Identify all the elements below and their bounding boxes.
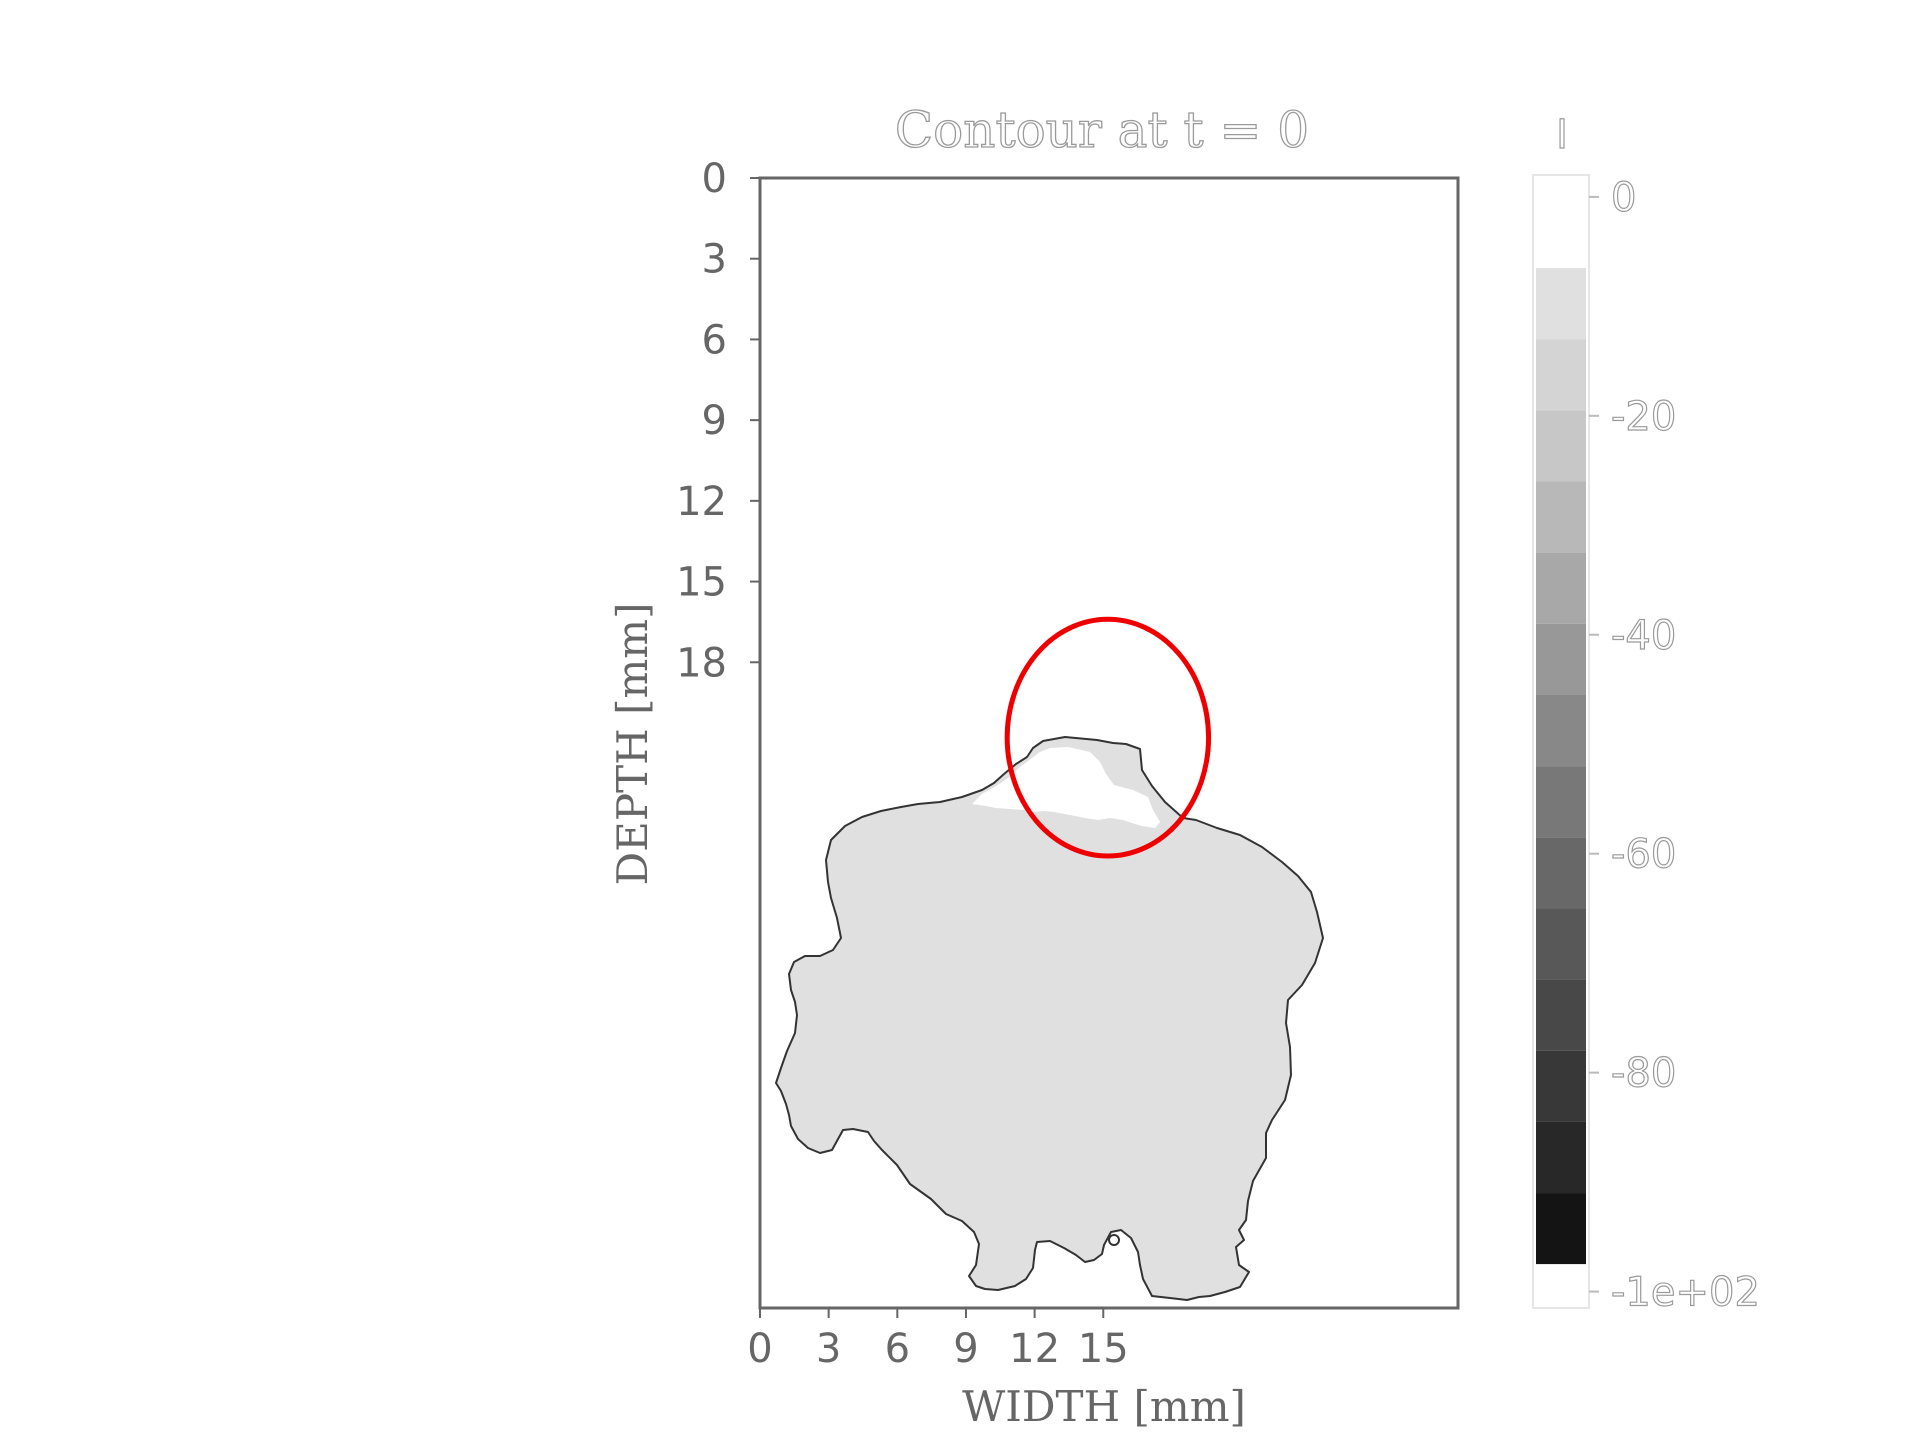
y-tick-label: 0 bbox=[702, 156, 727, 202]
x-tick-label: 12 bbox=[1009, 1326, 1060, 1372]
colorbar-level bbox=[1536, 694, 1586, 767]
colorbar-tick-label: -1e+02 bbox=[1611, 1270, 1760, 1316]
y-tick-label: 6 bbox=[702, 317, 727, 363]
highlight-ellipse bbox=[1004, 616, 1212, 859]
y-tick-label: 9 bbox=[702, 398, 727, 444]
colorbar-level bbox=[1536, 979, 1586, 1051]
contour-region-fill bbox=[775, 736, 1324, 1301]
colorbar-levels bbox=[1536, 175, 1586, 1308]
colorbar-tick-label: -40 bbox=[1611, 613, 1676, 659]
colorbar-level bbox=[1536, 837, 1586, 909]
x-tick-label: 15 bbox=[1078, 1326, 1129, 1372]
colorbar-frame bbox=[1532, 174, 1590, 1309]
x-tick-label: 0 bbox=[747, 1326, 772, 1372]
colorbar-level bbox=[1536, 908, 1586, 980]
x-tick-label: 9 bbox=[953, 1326, 978, 1372]
colorbar-tick-label: -60 bbox=[1611, 832, 1676, 878]
colorbar: I 0 -20 -40 -60 -80 -1e+02 bbox=[1532, 111, 1761, 1316]
colorbar-level bbox=[1536, 1264, 1586, 1308]
colorbar-level bbox=[1536, 1050, 1586, 1122]
x-tick-label: 6 bbox=[885, 1326, 910, 1372]
colorbar-title: I bbox=[1556, 112, 1568, 158]
x-tick-label: 3 bbox=[816, 1326, 841, 1372]
colorbar-level bbox=[1536, 552, 1586, 624]
colorbar-ticks: 0 -20 -40 -60 -80 -1e+02 bbox=[1589, 174, 1761, 1316]
melt-zone bbox=[972, 747, 1160, 828]
plot-area bbox=[758, 176, 1460, 1310]
x-axis-label: WIDTH [mm] bbox=[962, 1382, 1246, 1431]
colorbar-tick-label: -80 bbox=[1611, 1051, 1676, 1097]
colorbar-level bbox=[1536, 766, 1586, 838]
colorbar-level bbox=[1536, 623, 1586, 695]
colorbar-level bbox=[1536, 175, 1586, 269]
plot-frame bbox=[758, 176, 1460, 1310]
y-axis: 0 3 6 9 12 15 18 bbox=[676, 156, 760, 686]
y-tick-label: 12 bbox=[676, 479, 727, 525]
colorbar-level bbox=[1536, 1121, 1586, 1194]
y-tick-label: 15 bbox=[676, 560, 727, 606]
colorbar-tick-label: -20 bbox=[1611, 394, 1676, 440]
y-tick-label: 3 bbox=[702, 237, 727, 283]
colorbar-level bbox=[1536, 481, 1586, 553]
contour-region bbox=[775, 736, 1324, 1301]
colorbar-level bbox=[1536, 268, 1586, 340]
chart-title: Contour at t = 0 bbox=[895, 101, 1309, 159]
x-axis: 0 3 6 9 12 15 bbox=[747, 1308, 1129, 1372]
colorbar-level bbox=[1536, 339, 1586, 411]
y-tick-label: 18 bbox=[676, 640, 727, 686]
colorbar-level bbox=[1536, 410, 1586, 482]
contour-hole bbox=[1108, 1234, 1120, 1246]
y-axis-label: DEPTH [mm] bbox=[608, 602, 657, 885]
colorbar-level bbox=[1536, 1193, 1586, 1265]
colorbar-tick-label: 0 bbox=[1611, 175, 1636, 221]
